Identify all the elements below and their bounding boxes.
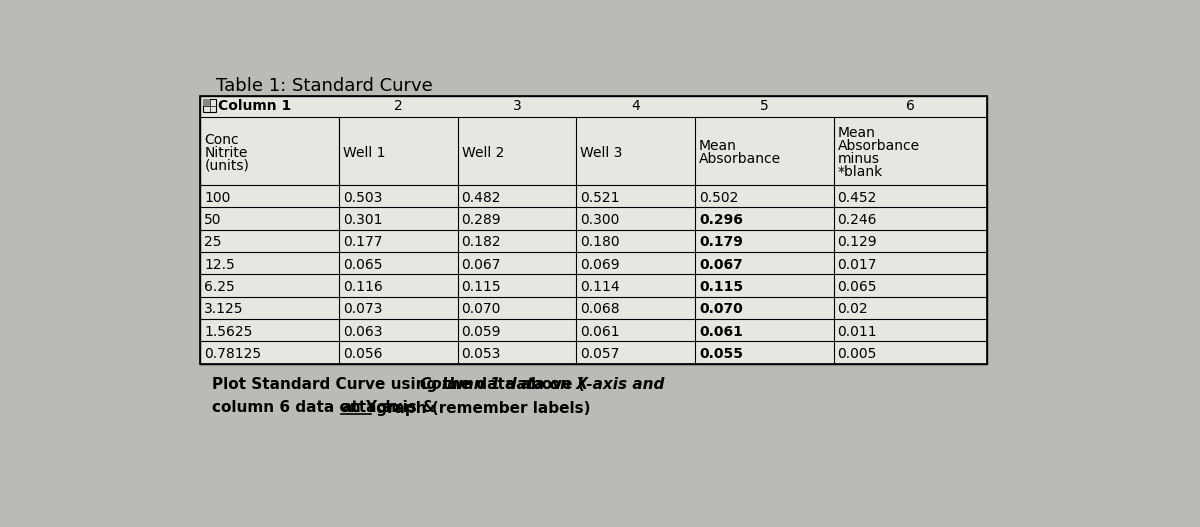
Text: 0.129: 0.129 [838,236,877,249]
Text: (units): (units) [204,159,250,173]
Text: Table 1: Standard Curve: Table 1: Standard Curve [216,77,433,95]
Text: 0.063: 0.063 [343,325,383,339]
Text: 0.452: 0.452 [838,191,877,204]
Text: 0.067: 0.067 [698,258,743,271]
Text: 0.017: 0.017 [838,258,877,271]
Text: *blank: *blank [838,165,883,179]
Text: 0.289: 0.289 [462,213,502,227]
Text: Well 2: Well 2 [462,146,504,160]
Text: 0.182: 0.182 [462,236,502,249]
Text: 0.114: 0.114 [581,280,620,294]
Text: 0.065: 0.065 [343,258,383,271]
Text: 0.482: 0.482 [462,191,502,204]
Text: 0.177: 0.177 [343,236,383,249]
Text: 0.503: 0.503 [343,191,382,204]
Text: Absorbance: Absorbance [698,152,781,167]
Text: Mean: Mean [838,126,875,140]
Bar [204,100,210,105]
Text: Plot Standard Curve using the data above (: Plot Standard Curve using the data above… [212,377,584,393]
Text: Column 1 data on X-axis and: Column 1 data on X-axis and [420,377,665,393]
Text: column 6 data on Y axis &: column 6 data on Y axis & [212,401,440,415]
Text: 0.011: 0.011 [838,325,877,339]
Text: 0.02: 0.02 [838,302,868,316]
Text: 0.005: 0.005 [838,347,877,361]
Text: 3: 3 [512,100,521,113]
Text: 0.057: 0.057 [581,347,619,361]
Bar [204,100,216,112]
Text: 12.5: 12.5 [204,258,235,271]
Text: 0.301: 0.301 [343,213,383,227]
Text: 0.068: 0.068 [581,302,620,316]
Text: minus: minus [838,152,880,167]
Text: 0.061: 0.061 [698,325,743,339]
Text: 0.070: 0.070 [462,302,500,316]
Text: 0.059: 0.059 [462,325,502,339]
Text: 0.073: 0.073 [343,302,382,316]
Text: 6.25: 6.25 [204,280,235,294]
Text: 0.179: 0.179 [698,236,743,249]
Text: 0.067: 0.067 [462,258,502,271]
Text: 0.502: 0.502 [698,191,738,204]
Text: 0.180: 0.180 [581,236,620,249]
Text: 0.056: 0.056 [343,347,383,361]
Text: 6: 6 [906,100,914,113]
Text: 0.069: 0.069 [581,258,620,271]
Text: 3.125: 3.125 [204,302,244,316]
Text: 0.053: 0.053 [462,347,500,361]
Text: Absorbance: Absorbance [838,139,919,153]
Text: 0.521: 0.521 [581,191,619,204]
Text: 2: 2 [394,100,403,113]
Text: 0.116: 0.116 [343,280,383,294]
Text: graph (remember labels): graph (remember labels) [371,401,590,415]
Text: 5: 5 [760,100,769,113]
Text: Well 3: Well 3 [581,146,623,160]
Text: 0.300: 0.300 [581,213,619,227]
Text: 0.78125: 0.78125 [204,347,262,361]
Text: Well 1: Well 1 [343,146,385,160]
Text: 25: 25 [204,236,222,249]
Text: 0.115: 0.115 [462,280,502,294]
Text: Nitrite: Nitrite [204,146,247,160]
Text: attach: attach [341,401,396,415]
Text: 0.296: 0.296 [698,213,743,227]
Text: 50: 50 [204,213,222,227]
Text: 1.5625: 1.5625 [204,325,253,339]
Text: 0.055: 0.055 [698,347,743,361]
Text: Mean: Mean [698,139,737,153]
Text: 0.061: 0.061 [581,325,620,339]
Text: 0.065: 0.065 [838,280,877,294]
Text: 0.115: 0.115 [698,280,743,294]
Text: 0.246: 0.246 [838,213,877,227]
Text: 4: 4 [631,100,640,113]
Text: 0.070: 0.070 [698,302,743,316]
Text: 100: 100 [204,191,230,204]
Text: Conc: Conc [204,133,239,147]
Text: Column 1: Column 1 [218,100,292,113]
